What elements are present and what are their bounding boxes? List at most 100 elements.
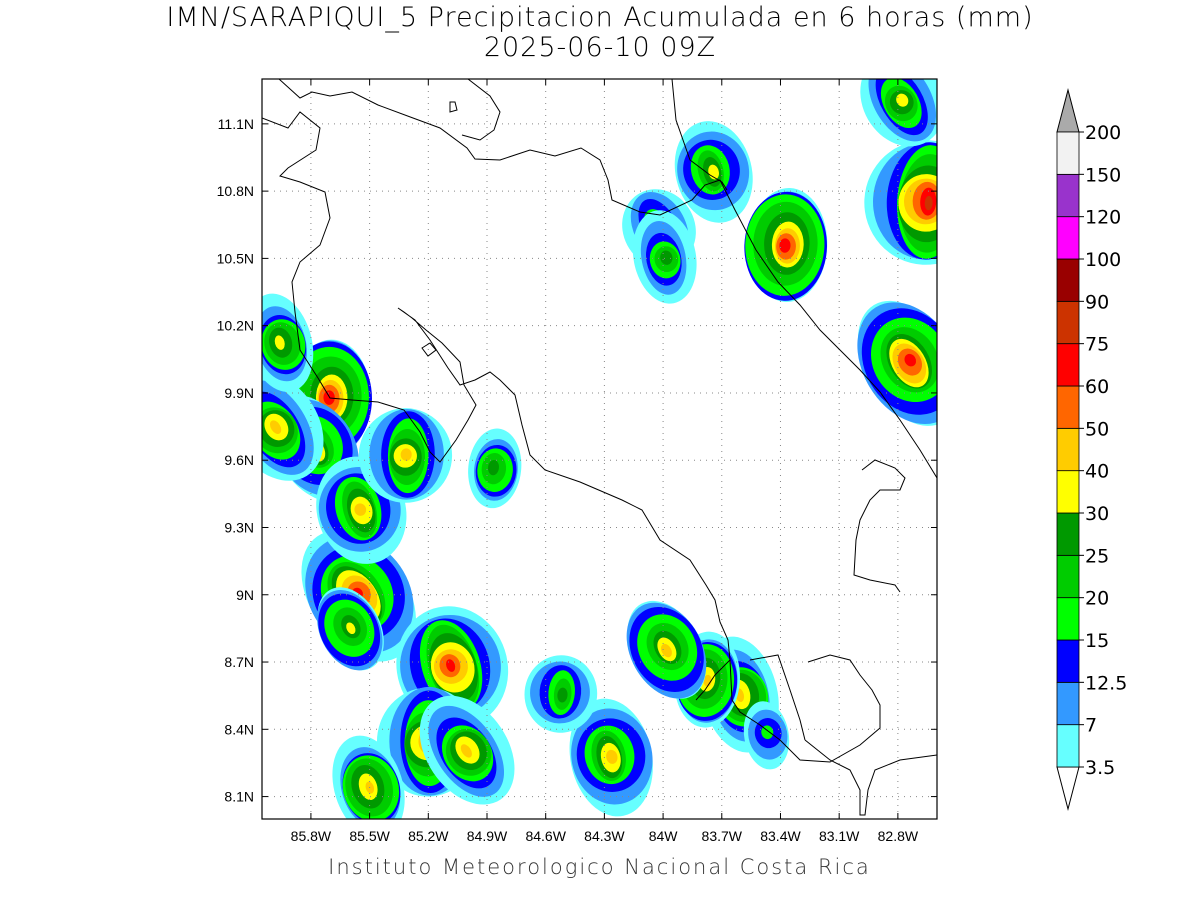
- pacific-coast: [262, 111, 731, 701]
- latitude-axis: 11.1N 10.8N 10.5N 10.2N 9.9N 9.6N 9.3N 9N 8.7N 8.…: [217, 116, 937, 805]
- lat-tick-label: 10.2N: [217, 318, 254, 334]
- rain-contour-40: [606, 749, 618, 764]
- lat-tick-label: 8.4N: [224, 721, 254, 737]
- osa-peninsula: [729, 654, 881, 763]
- rain-cell: [857, 300, 937, 426]
- rain-contour-40: [460, 744, 472, 758]
- lon-tick-label: 84W: [649, 828, 679, 844]
- colorbar-label: 15: [1085, 630, 1109, 652]
- rain-cell: [743, 701, 790, 770]
- lon-tick-label: 83.1W: [819, 828, 860, 844]
- rain-cell: [317, 587, 384, 671]
- rain-contour-75: [924, 195, 933, 211]
- colorbar-swatch: [1056, 597, 1080, 641]
- colorbar-min-arrow: [1056, 766, 1080, 811]
- colorbar-label: 3.5: [1085, 757, 1115, 779]
- lat-tick-label: 9.6N: [224, 452, 254, 468]
- lat-tick-label: 10.5N: [217, 250, 254, 266]
- colorbar-max-arrow: [1056, 88, 1080, 133]
- colorbar-swatch: [1056, 300, 1080, 345]
- colorbar-label: 120: [1085, 207, 1121, 229]
- caribbean-coast-north: [671, 79, 728, 191]
- rain-contour-30: [346, 622, 356, 635]
- rain-cell: [262, 293, 314, 392]
- rain-cell: [864, 140, 937, 265]
- colorbar-label: 20: [1085, 588, 1109, 610]
- rain-cell: [744, 187, 828, 303]
- rain-cell: [524, 655, 598, 733]
- rain-cell: [860, 79, 937, 147]
- colorbar-label: 90: [1085, 291, 1109, 313]
- rain-cell: [468, 428, 522, 509]
- rain-cell: [626, 600, 707, 699]
- rain-contour-40: [354, 503, 367, 516]
- longitude-axis: 85.8W 85.5W 85.2W 84.9W 84.6W 84.3W 84W 83.7W 83…: [291, 79, 919, 844]
- colorbar-label: 50: [1085, 418, 1109, 440]
- lat-tick-label: 11.1N: [218, 116, 254, 132]
- colorbar-swatch: [1056, 724, 1080, 768]
- burica-peninsula: [804, 739, 937, 816]
- rain-contour-60: [323, 390, 335, 405]
- colorbar-label: 75: [1085, 334, 1109, 356]
- lon-tick-label: 85.2W: [408, 828, 449, 844]
- lon-tick-label: 82.8W: [878, 828, 919, 844]
- map-title: IMN/SARAPIQUI_5 Precipitacion Acumulada …: [166, 2, 1034, 33]
- rain-contour-40: [269, 420, 282, 434]
- colorbar-label: 30: [1085, 503, 1109, 525]
- colorbar-swatch: [1056, 470, 1080, 514]
- colorbar-swatch: [1056, 385, 1080, 429]
- colorbar-swatch: [1056, 216, 1080, 260]
- colorbar-legend: 3.5 7 12.5 15 20 25 30 40 50 60 75 90 100 120 150 200: [1056, 88, 1127, 811]
- map-timestamp: 2025-06-10 09Z: [483, 32, 717, 63]
- lat-tick-label: 8.1N: [224, 789, 254, 805]
- footer-credit: Instituto Meteorologico Nacional Costa R…: [328, 855, 871, 879]
- colorbar-swatch: [1056, 512, 1080, 556]
- colorbar-swatch: [1056, 173, 1080, 218]
- coastlines: [262, 79, 937, 816]
- rain-cell: [632, 210, 697, 304]
- rain-contour-25: [660, 250, 673, 265]
- lat-tick-label: 9N: [236, 587, 254, 603]
- rain-contour-25: [488, 459, 499, 476]
- colorbar-label: 12.5: [1085, 672, 1127, 694]
- rain-contour-25: [557, 687, 568, 703]
- lat-tick-label: 8.7N: [224, 654, 254, 670]
- lon-tick-label: 84.3W: [584, 828, 625, 844]
- lon-tick-label: 83.7W: [702, 828, 743, 844]
- colorbar-label: 60: [1085, 376, 1109, 398]
- colorbar-swatch: [1056, 343, 1080, 387]
- island-gulf: [421, 342, 437, 357]
- caribbean-coast: [719, 179, 937, 479]
- colorbar-swatch: [1056, 639, 1080, 683]
- panama-border: [853, 459, 906, 593]
- rain-contour-40: [400, 448, 412, 461]
- colorbar-label: 40: [1085, 461, 1109, 483]
- colorbar-label: 7: [1085, 715, 1097, 737]
- colorbar-swatch: [1056, 131, 1080, 175]
- plot-frame: [261, 78, 938, 820]
- lon-tick-label: 85.8W: [291, 828, 332, 844]
- rain-contour-60: [779, 238, 791, 253]
- island-small: [449, 101, 458, 113]
- colorbar-label: 25: [1085, 545, 1109, 567]
- colorbar-swatch: [1056, 681, 1080, 726]
- lat-tick-label: 9.9N: [224, 385, 254, 401]
- lon-tick-label: 84.9W: [467, 828, 508, 844]
- colorbar-swatch: [1056, 258, 1080, 302]
- nicaragua-lagoon: [461, 79, 501, 141]
- colorbar-label: 150: [1085, 164, 1121, 186]
- rain-cell: [569, 698, 653, 817]
- lon-tick-label: 84.6W: [525, 828, 566, 844]
- colorbar-label: 200: [1085, 122, 1121, 144]
- rain-cell: [419, 695, 515, 805]
- nicaragua-lake-shore: [278, 79, 721, 216]
- colorbar-swatch: [1056, 427, 1080, 472]
- colorbar-swatch: [1056, 554, 1080, 599]
- precipitation-field: [262, 79, 937, 819]
- colorbar-label: 100: [1085, 249, 1121, 271]
- panama-border-south: [749, 654, 806, 741]
- lon-tick-label: 83.4W: [760, 828, 801, 844]
- lon-tick-label: 85.5W: [349, 828, 390, 844]
- rain-cell: [358, 408, 453, 503]
